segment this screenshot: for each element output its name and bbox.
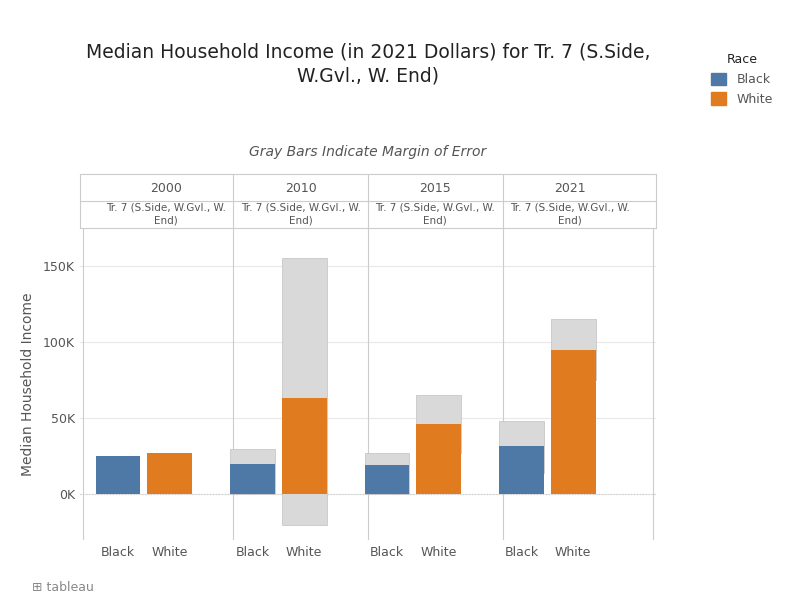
Bar — [499, 421, 544, 473]
Text: Tr. 7 (S.Side, W.Gvl., W.
End): Tr. 7 (S.Side, W.Gvl., W. End) — [106, 203, 226, 226]
Bar — [416, 395, 461, 453]
Bar — [230, 464, 275, 494]
Bar — [147, 453, 192, 494]
Bar — [282, 259, 326, 525]
Text: 2021: 2021 — [554, 182, 586, 196]
Bar — [365, 453, 410, 494]
Text: Median Household Income (in 2021 Dollars) for Tr. 7 (S.Side,
W.Gvl., W. End): Median Household Income (in 2021 Dollars… — [86, 42, 650, 86]
Bar — [282, 398, 326, 494]
Text: Tr. 7 (S.Side, W.Gvl., W.
End): Tr. 7 (S.Side, W.Gvl., W. End) — [241, 203, 361, 226]
Bar — [551, 319, 596, 380]
Bar — [416, 424, 461, 494]
Text: 2000: 2000 — [150, 182, 182, 196]
Text: Tr. 7 (S.Side, W.Gvl., W.
End): Tr. 7 (S.Side, W.Gvl., W. End) — [510, 203, 630, 226]
Bar — [95, 456, 140, 494]
Bar — [551, 350, 596, 494]
Legend: Black, White: Black, White — [706, 48, 778, 111]
Text: 2010: 2010 — [285, 182, 317, 196]
Bar — [499, 446, 544, 494]
Text: 2015: 2015 — [419, 182, 451, 196]
Text: Tr. 7 (S.Side, W.Gvl., W.
End): Tr. 7 (S.Side, W.Gvl., W. End) — [375, 203, 495, 226]
Y-axis label: Median Household Income: Median Household Income — [21, 292, 35, 476]
Bar — [230, 449, 275, 494]
Text: ⊞ tableau: ⊞ tableau — [32, 581, 94, 594]
Text: Gray Bars Indicate Margin of Error: Gray Bars Indicate Margin of Error — [250, 145, 486, 159]
Bar — [365, 466, 410, 494]
